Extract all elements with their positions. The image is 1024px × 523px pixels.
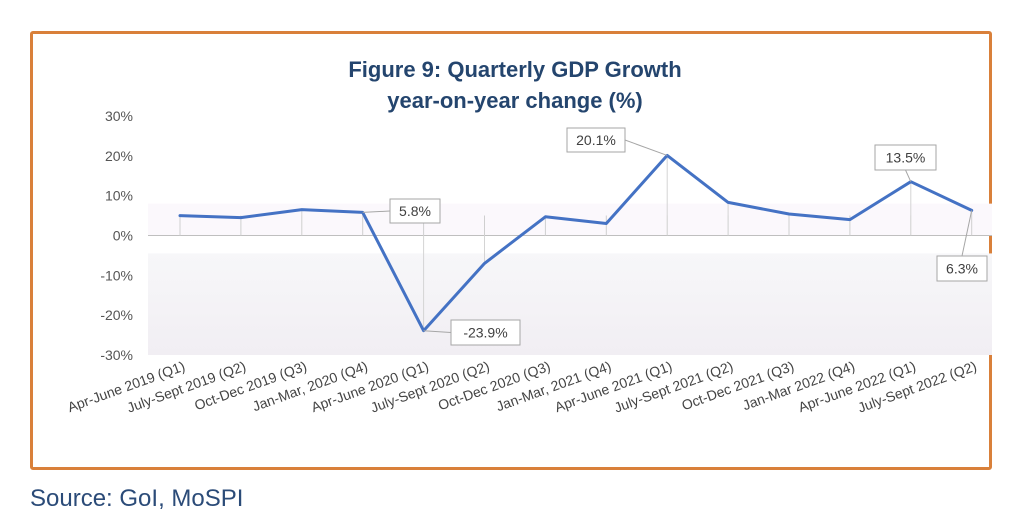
y-tick-label: -20% [100,307,133,323]
callout-leader [362,210,391,213]
y-tick-label: 10% [105,188,133,204]
data-point [483,261,487,265]
callout-leader [624,139,668,156]
data-label-box [936,255,988,282]
chart-title-line-1: Figure 9: Quarterly GDP Growth [348,57,682,82]
gdp-growth-line [178,153,974,333]
data-label-box [874,144,937,171]
data-point [239,216,243,220]
y-tick-label: 30% [105,108,133,124]
data-label: 5.8% [399,203,431,219]
callout-leader [961,210,973,257]
data-point [848,218,852,222]
data-label-box [389,198,441,224]
callout-leader [905,169,912,182]
data-point [543,215,547,219]
data-point [300,208,304,212]
callout-leader [423,330,452,333]
data-label: 6.3% [946,261,978,277]
chart-title-line-2: year-on-year change (%) [387,88,643,113]
data-point [787,212,791,216]
data-label-box [566,127,626,153]
y-tick-label: 0% [113,228,133,244]
data-label-box [450,319,521,346]
y-tick-label: 20% [105,148,133,164]
y-tick-label: -10% [100,267,133,283]
data-label: 20.1% [576,132,616,148]
y-tick-label: -30% [100,347,133,363]
data-point [604,222,608,226]
source-note: Source: GoI, MoSPI [30,485,244,512]
data-label: -23.9% [463,325,507,341]
data-point [726,200,730,204]
plot-band-lower [148,253,992,355]
chart-frame [30,31,992,470]
data-point [178,214,182,218]
chart-title: Figure 9: Quarterly GDP Growth year-on-y… [235,54,795,116]
data-label: 13.5% [886,150,926,166]
